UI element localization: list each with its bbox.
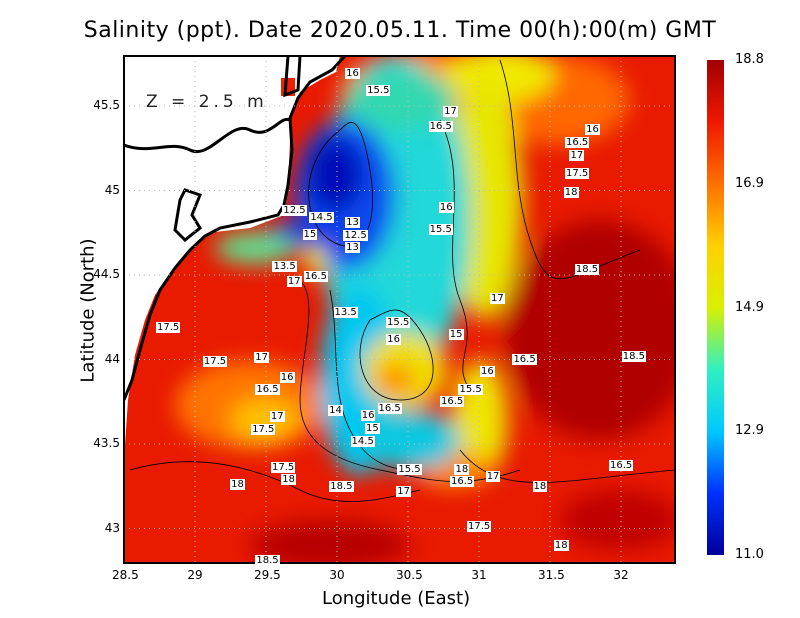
contour-label: 15.5 xyxy=(386,316,411,328)
contour-label: 17.5 xyxy=(156,321,181,333)
contour-label: 15 xyxy=(302,228,318,240)
contour-label: 13 xyxy=(345,217,360,229)
x-tick-label: 32 xyxy=(613,568,629,582)
contour-label: 18 xyxy=(532,480,548,492)
contour-label: 16 xyxy=(386,333,402,345)
x-tick-label: 28.5 xyxy=(112,568,139,582)
contour-label: 17.5 xyxy=(467,521,492,533)
x-tick-label: 30 xyxy=(329,568,345,582)
contour-label: 14.5 xyxy=(309,212,334,224)
y-tick-label: 43.5 xyxy=(93,436,120,450)
y-axis-label: Latitude (North) xyxy=(77,238,99,383)
x-tick-label: 31 xyxy=(471,568,487,582)
contour-label: 17 xyxy=(569,149,585,161)
contour-label: 15.5 xyxy=(458,384,483,396)
contour-label: 16 xyxy=(480,365,495,377)
contour-label: 16.5 xyxy=(449,475,475,487)
gridlines xyxy=(124,56,675,563)
contour-label: 15.5 xyxy=(397,463,422,475)
contour-label: 17.5 xyxy=(251,423,276,435)
contour-label: 17 xyxy=(396,485,411,497)
contour-label: 16 xyxy=(345,68,360,80)
contour-label: 16.5 xyxy=(564,136,590,148)
colorbar-tick-label: 12.9 xyxy=(735,423,764,439)
contour-label: 18 xyxy=(454,463,470,475)
contour-label: 18 xyxy=(230,479,245,491)
contour-label: 18 xyxy=(563,186,579,198)
contour-label: 16.5 xyxy=(428,120,453,132)
y-tick-label: 44 xyxy=(104,351,120,366)
contour-label: 16 xyxy=(585,124,600,136)
x-tick-label: 29 xyxy=(187,568,203,582)
contour-label: 18.5 xyxy=(255,555,280,567)
contour-label: 16.5 xyxy=(377,403,402,414)
contour-label: 15 xyxy=(365,423,380,435)
contour-label: 17.5 xyxy=(564,168,590,180)
contour-label: 17.5 xyxy=(202,355,228,367)
x-tick-label: 31.5 xyxy=(538,568,565,582)
contour-label: 12.5 xyxy=(343,229,368,241)
contour-label: 15.5 xyxy=(428,223,453,235)
colorbar xyxy=(707,60,724,555)
contour-label: 16 xyxy=(360,409,376,421)
contour-label: 17.5 xyxy=(271,462,296,474)
colorbar-tick-label: 11.0 xyxy=(735,547,764,562)
x-axis-label: Longitude (East) xyxy=(322,588,471,609)
y-tick-label: 45.5 xyxy=(93,98,120,112)
depth-label: Z = 2.5 m xyxy=(146,92,268,112)
contour-label: 17 xyxy=(269,411,285,423)
contour-label: 16 xyxy=(438,201,454,213)
x-tick-label: 30.5 xyxy=(396,568,423,582)
contour-label: 18 xyxy=(553,539,569,551)
contour-label: 18.5 xyxy=(329,480,354,492)
contour-label: 13.5 xyxy=(272,261,297,273)
colorbar-tick-label: 18.8 xyxy=(735,52,764,67)
contour-label: 17 xyxy=(286,276,302,288)
contour-label: 17 xyxy=(443,105,458,117)
contour-label: 18 xyxy=(281,474,296,486)
land-area xyxy=(124,56,340,460)
map-title: Salinity (ppt). Date 2020.05.11. Time 00… xyxy=(83,18,717,43)
contour-label: 16.5 xyxy=(440,396,465,408)
contour-label: 16.5 xyxy=(609,460,634,472)
contour-label: 17 xyxy=(489,293,505,305)
contour-label: 16.5 xyxy=(512,354,537,365)
contour-label: 16 xyxy=(279,371,295,383)
contour-label: 15.5 xyxy=(366,85,391,97)
contour-label: 18.5 xyxy=(621,350,647,362)
contour-label: 12.5 xyxy=(282,205,307,217)
y-tick-label: 45 xyxy=(104,182,120,197)
y-tick-label: 44.5 xyxy=(93,267,120,281)
contour-label: 17 xyxy=(485,470,501,482)
contour-label: 15 xyxy=(448,328,464,340)
colorbar-tick-label: 16.9 xyxy=(735,175,764,191)
plot-frame xyxy=(123,55,676,564)
contour-label: 17 xyxy=(254,352,269,364)
contour-label: 13.5 xyxy=(333,306,358,318)
contour-label: 13 xyxy=(345,241,360,253)
contour-label: 18.5 xyxy=(574,264,600,276)
contour-label: 14 xyxy=(328,404,343,416)
contour-label: 16.5 xyxy=(303,271,328,283)
x-tick-label: 29.5 xyxy=(254,568,281,582)
contour-label: 14.5 xyxy=(350,435,375,447)
coastline xyxy=(124,56,347,401)
y-tick-label: 43 xyxy=(104,520,120,535)
contour-label: 16.5 xyxy=(255,384,280,396)
colorbar-tick-label: 14.9 xyxy=(735,299,764,315)
